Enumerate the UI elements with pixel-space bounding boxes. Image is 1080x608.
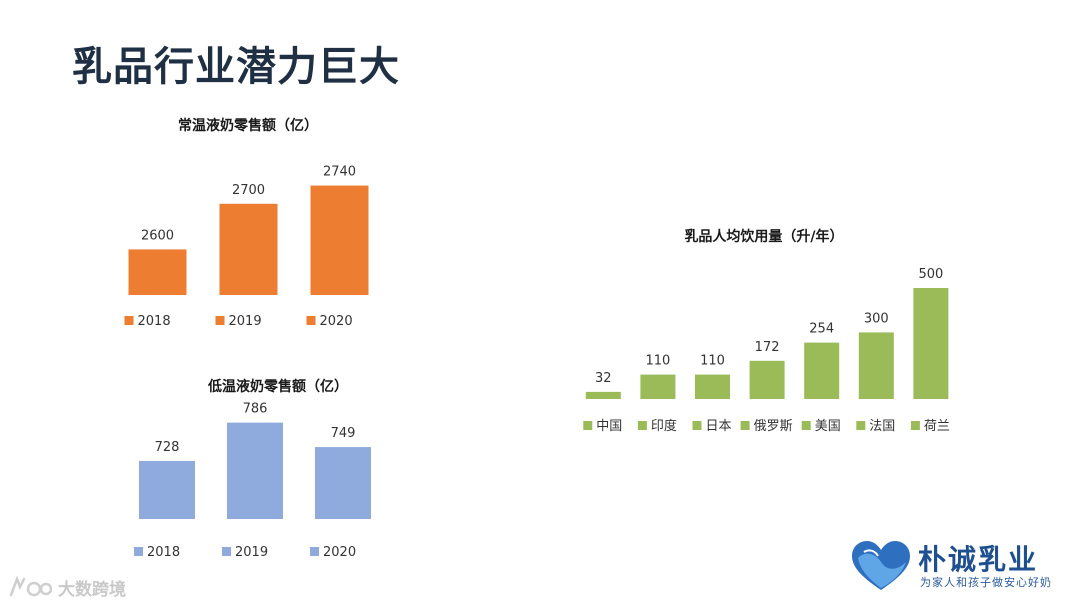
ambient-legend-label-2018: 2018 bbox=[138, 314, 171, 329]
ambient-chart-title: 常温液奶零售额（亿） bbox=[178, 117, 318, 134]
ambient-legend-label-2020: 2020 bbox=[320, 314, 353, 329]
ambient-bar-2020 bbox=[310, 185, 369, 295]
ambient-legend-swatch-2018 bbox=[124, 316, 134, 325]
ambient-legend-swatch-2020 bbox=[306, 316, 316, 325]
ambient-data-label-2018: 2600 bbox=[141, 228, 174, 243]
ambient-legend-swatch-2019 bbox=[215, 316, 225, 325]
watermark: 大数跨境 bbox=[8, 572, 126, 602]
logo-slogan: 为家人和孩子做安心好奶 bbox=[920, 576, 1052, 589]
watermark-text: 大数跨境 bbox=[58, 579, 126, 600]
watermark-logo-icon bbox=[9, 575, 52, 597]
page-title: 乳品行业潜力巨大 bbox=[72, 44, 400, 90]
brand-logo: 朴诚乳业 为家人和孩子做安心好奶 bbox=[850, 538, 1060, 598]
ambient-data-label-2019: 2700 bbox=[232, 183, 265, 198]
ambient-bar-2018 bbox=[128, 249, 187, 295]
ambient-data-label-2020: 2740 bbox=[323, 165, 356, 180]
ambient-bar-2019 bbox=[219, 203, 278, 295]
ambient-legend-label-2019: 2019 bbox=[229, 314, 262, 329]
heart-logo-icon bbox=[852, 541, 910, 590]
logo-name: 朴诚乳业 bbox=[918, 543, 1039, 576]
